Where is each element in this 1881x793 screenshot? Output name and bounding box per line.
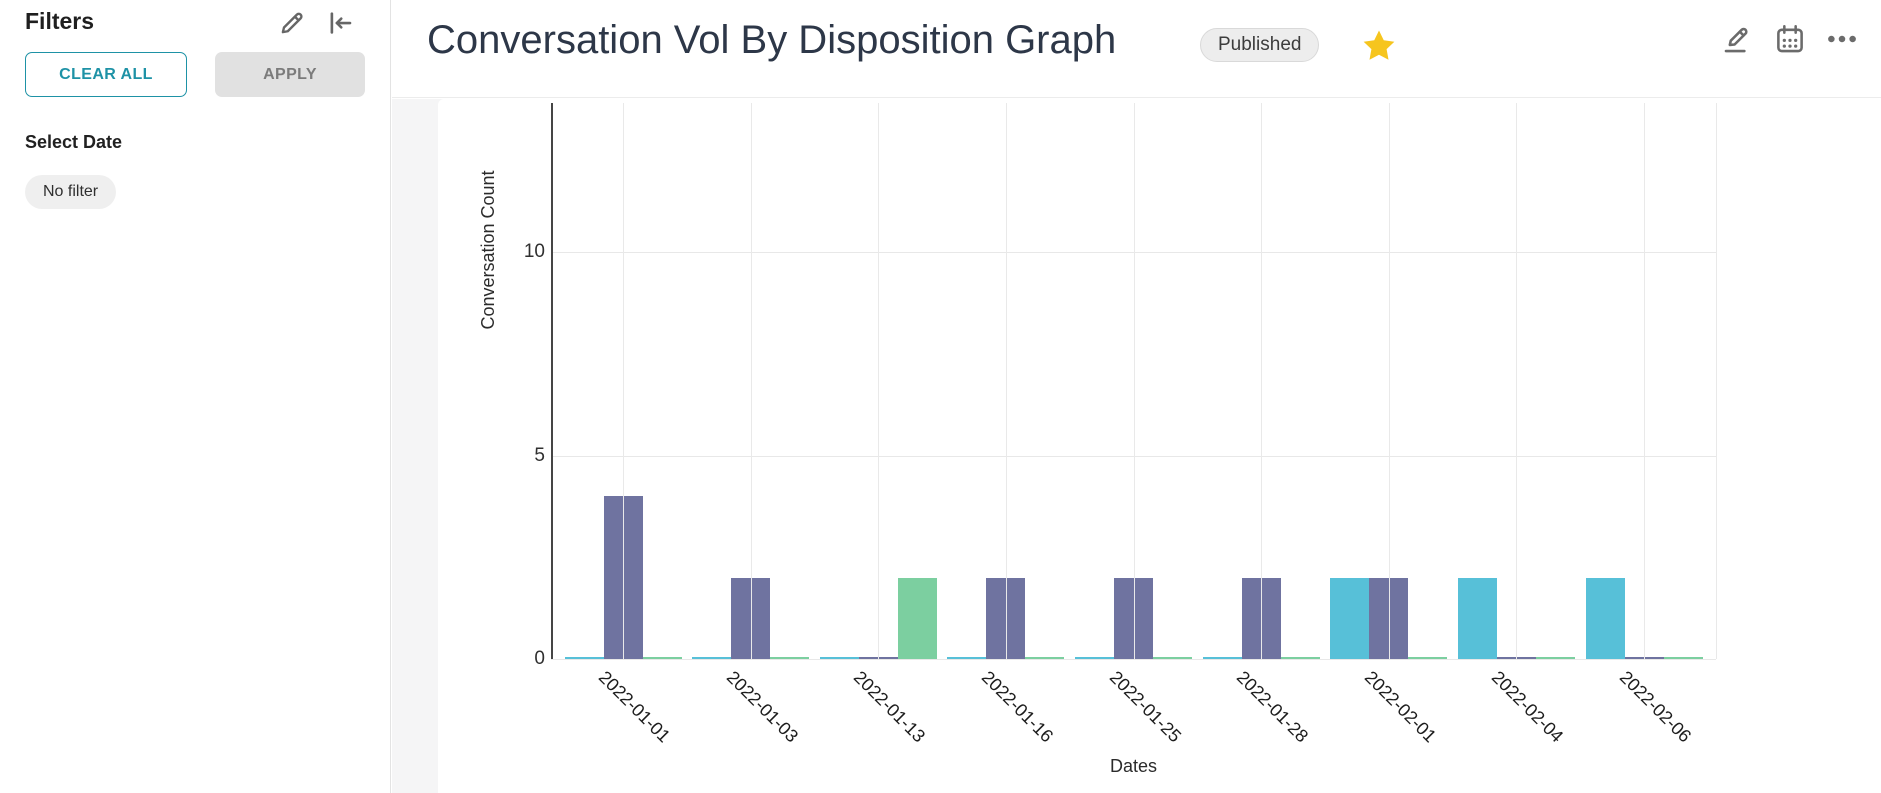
bar-series-green[interactable]	[897, 577, 937, 659]
bar-series-purple[interactable]	[986, 577, 1026, 659]
favorite-star-icon[interactable]	[1360, 27, 1398, 65]
bar-series-green[interactable]	[1535, 657, 1575, 659]
bar-series-purple[interactable]	[1241, 577, 1281, 659]
select-date-label: Select Date	[25, 132, 123, 152]
bar-series-teal[interactable]	[1585, 577, 1625, 659]
bar-series-purple[interactable]	[731, 577, 771, 659]
bar-series-purple[interactable]	[858, 657, 898, 659]
bar-series-teal[interactable]	[1330, 577, 1370, 659]
calendar-icon[interactable]	[1773, 22, 1807, 56]
bar-series-green[interactable]	[1153, 657, 1192, 659]
page-title: Conversation Vol By Disposition Graph	[427, 18, 1117, 62]
bar-series-teal[interactable]	[1457, 577, 1497, 659]
bar-series-green[interactable]	[1280, 657, 1320, 659]
bar-series-teal[interactable]	[947, 657, 987, 659]
bar-series-teal[interactable]	[1202, 657, 1242, 659]
bar-series-purple[interactable]	[1624, 657, 1664, 659]
bar-series-purple[interactable]	[1369, 577, 1409, 659]
bar-series-green[interactable]	[642, 657, 682, 659]
bar-series-teal[interactable]	[692, 657, 732, 659]
bar-series-purple[interactable]	[603, 496, 643, 659]
bar-series-green[interactable]	[1025, 657, 1065, 659]
bar-series-green[interactable]	[770, 657, 810, 659]
chart-card	[438, 99, 1881, 793]
bar-series-green[interactable]	[1408, 657, 1448, 659]
bar-series-purple[interactable]	[1496, 657, 1536, 659]
edit-chart-pencil-icon[interactable]	[1721, 22, 1755, 56]
filters-title: Filters	[25, 8, 95, 34]
status-badge: Published	[1200, 28, 1320, 62]
collapse-sidebar-icon[interactable]	[325, 8, 355, 38]
clear-all-button[interactable]: CLEAR ALL	[25, 52, 187, 97]
more-options-ellipsis-icon[interactable]	[1825, 22, 1859, 56]
header: Conversation Vol By Disposition Graph Pu…	[392, 0, 1881, 98]
bar-series-teal[interactable]	[819, 657, 859, 659]
bar-series-teal[interactable]	[1075, 657, 1114, 659]
bar-series-purple[interactable]	[1114, 577, 1153, 659]
bar-series-green[interactable]	[1663, 657, 1703, 659]
edit-filters-pencil-icon[interactable]	[277, 8, 307, 38]
date-filter-chip[interactable]: No filter	[25, 175, 117, 209]
apply-button[interactable]: APPLY	[215, 52, 365, 97]
bar-series-teal[interactable]	[564, 657, 604, 659]
filters-sidebar: Filters CLEAR ALL APPLY Select Date No	[0, 0, 391, 793]
